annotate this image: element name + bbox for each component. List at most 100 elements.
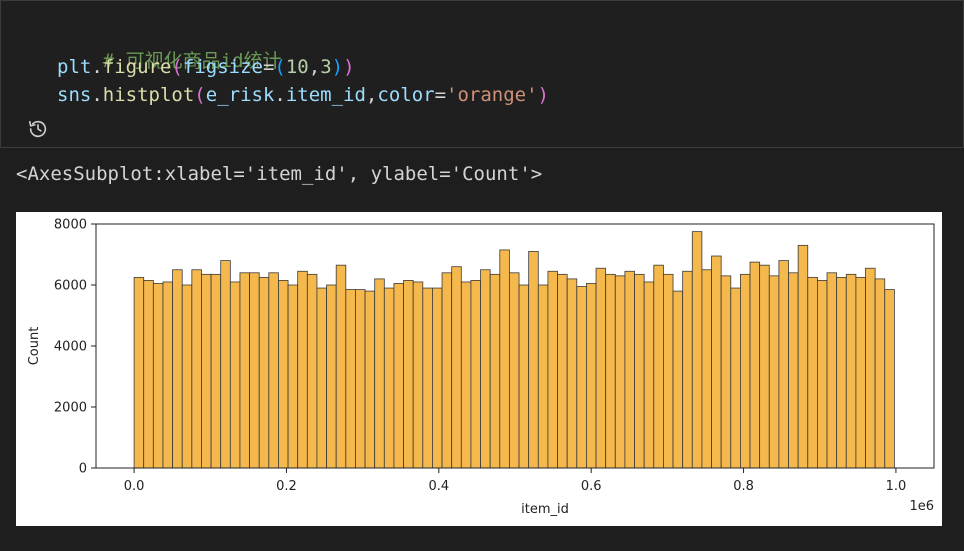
token-num-1: 10 <box>285 56 309 78</box>
histogram-bar <box>874 278 886 469</box>
histogram-svg: 0.0 0.2 0.4 0.6 0.8 1.0 0 2000 4000 6000 8000 item_… <box>27 218 935 517</box>
histogram-bar <box>663 273 674 469</box>
code-line-comment: # 可视化商品id统计 <box>57 25 282 97</box>
histogram-bar <box>509 272 520 469</box>
histogram-bar <box>605 273 616 469</box>
histogram-bar <box>807 276 818 469</box>
histogram-bar <box>451 266 462 469</box>
comment-text: # 可视化商品id统计 <box>102 50 282 72</box>
histogram-bar <box>624 270 635 469</box>
histogram-plot: 0.0 0.2 0.4 0.6 0.8 1.0 0 2000 4000 6000 8000 item_… <box>16 212 942 526</box>
token-eq: = <box>434 84 447 106</box>
histogram-bar <box>566 278 578 469</box>
token-obj: plt <box>57 56 92 78</box>
histogram-bar <box>287 284 299 469</box>
histogram-bar <box>383 287 395 469</box>
token-obj: sns <box>57 84 92 106</box>
histogram-bar <box>239 272 250 469</box>
histogram-bar <box>730 287 741 469</box>
histogram-bar <box>162 281 173 469</box>
histogram-bar <box>229 281 241 469</box>
x-tick-label: 0.4 <box>428 479 449 494</box>
x-offset-label: 1e6 <box>909 499 934 514</box>
histogram-bar <box>634 273 645 469</box>
histogram-bar <box>143 280 154 469</box>
y-tick-label: 6000 <box>54 279 87 294</box>
histogram-bar <box>614 275 626 469</box>
token-comma: , <box>365 84 378 106</box>
histogram-bar <box>181 284 193 469</box>
histogram-bar <box>682 270 693 469</box>
token-kw: color <box>377 84 435 106</box>
histogram-bar <box>518 284 530 469</box>
histogram-bar <box>653 264 664 469</box>
histogram-bar <box>441 272 453 469</box>
histogram-bar <box>816 280 828 469</box>
histogram-bar <box>172 269 183 469</box>
token-func: histplot <box>102 84 195 106</box>
histogram-bar <box>499 249 510 469</box>
histogram-bar <box>258 276 270 469</box>
token-string: 'orange' <box>446 84 538 106</box>
histogram-bar <box>152 283 164 469</box>
token-func: figure <box>102 56 172 78</box>
token-eq: = <box>262 56 275 78</box>
histogram-bar <box>711 255 722 469</box>
histogram-bar <box>691 231 703 469</box>
token-dot: . <box>91 84 103 106</box>
histogram-bar <box>191 269 202 469</box>
histogram-bar <box>210 273 222 469</box>
histogram-bar <box>133 276 145 469</box>
histogram-bar <box>557 273 568 469</box>
x-tick-label: 0.6 <box>581 479 602 494</box>
histogram-bar <box>460 281 472 469</box>
histogram-bar <box>335 264 347 469</box>
histogram-bar <box>326 284 337 469</box>
histogram-bar <box>220 260 231 469</box>
x-axis-label: item_id <box>521 502 569 517</box>
x-tick-label: 1.0 <box>886 479 907 494</box>
histogram-bar <box>855 276 866 469</box>
code-line-figure: plt.figure(figsize=(10,3)) <box>57 55 355 79</box>
histogram-bar <box>586 283 597 469</box>
x-tick-label: 0.2 <box>276 479 297 494</box>
histogram-bar <box>393 283 404 469</box>
histogram-bar <box>788 272 799 469</box>
code-line-histplot: sns.histplot(e_risk.item_id,color='orang… <box>57 83 549 107</box>
histogram-bar <box>278 280 289 469</box>
histogram-bar <box>249 272 260 469</box>
histogram-bar <box>884 289 895 469</box>
histogram-bar <box>537 284 549 469</box>
histogram-bar <box>701 269 712 469</box>
histogram-bar <box>297 270 308 469</box>
histogram-bar <box>778 260 789 469</box>
histogram-bar <box>374 278 385 469</box>
histogram-bar <box>480 269 491 469</box>
histogram-bar <box>201 273 212 469</box>
histogram-bar <box>720 275 732 469</box>
token-kw: figsize <box>182 56 263 78</box>
y-tick-label: 8000 <box>54 218 87 233</box>
histogram-bar <box>355 289 366 469</box>
token-paren-close: ) <box>343 56 355 78</box>
code-cell[interactable]: # 可视化商品id统计 plt.figure(figsize=(10,3)) s… <box>0 0 964 148</box>
token-dot: . <box>274 84 286 106</box>
histogram-bar <box>768 275 780 469</box>
histogram-bar <box>740 273 751 469</box>
token-dot: . <box>91 56 103 78</box>
history-icon[interactable] <box>27 118 49 140</box>
x-tick-label: 0.8 <box>733 479 754 494</box>
histogram-bar <box>345 289 356 469</box>
token-arg-obj: e_risk <box>205 84 275 106</box>
token-paren-open: ( <box>194 84 206 106</box>
y-tick-label: 2000 <box>54 401 87 416</box>
histogram-bar <box>306 273 318 469</box>
histogram-bar <box>268 272 279 469</box>
histogram-bar <box>865 267 876 469</box>
histogram-bar <box>576 286 587 469</box>
histogram-bar <box>422 287 433 469</box>
token-paren-close: ) <box>537 84 549 106</box>
token-comma: , <box>308 56 321 78</box>
histogram-bar <box>364 290 376 469</box>
histogram-bar <box>403 280 414 469</box>
